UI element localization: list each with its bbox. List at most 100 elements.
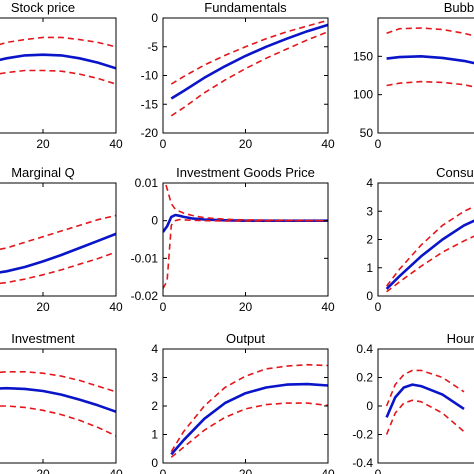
y-tick-label: -5 bbox=[147, 40, 158, 54]
y-tick-label: 100 bbox=[353, 88, 373, 102]
x-tick-label: 20 bbox=[239, 467, 253, 474]
lower-band-line bbox=[386, 80, 474, 88]
x-tick-label: 0 bbox=[160, 137, 167, 151]
series-group bbox=[170, 19, 328, 117]
plot-frame bbox=[162, 182, 329, 297]
median-line bbox=[0, 232, 116, 274]
median-line bbox=[170, 23, 328, 100]
panel-title: Investment bbox=[11, 331, 75, 346]
panel-2: 050 100 150 Bubble bbox=[353, 0, 474, 151]
plot-frame bbox=[377, 17, 474, 134]
y-tick-label: -0.01 bbox=[131, 251, 159, 265]
lower-band-line bbox=[163, 218, 328, 289]
x-tick-label: 40 bbox=[109, 467, 123, 474]
series-group bbox=[386, 27, 474, 88]
y-tick-label: 1 bbox=[151, 428, 158, 442]
lower-band-line bbox=[0, 251, 116, 285]
upper-band-line bbox=[170, 19, 328, 85]
panel-1: 0 20 40 -20 -15 -10 -5 0 Fundamentals bbox=[141, 0, 335, 151]
y-tick-label: 1 bbox=[366, 261, 373, 275]
x-tick-label: 0 bbox=[375, 467, 382, 474]
median-line bbox=[386, 54, 474, 65]
y-tick-label: 0.4 bbox=[356, 342, 373, 356]
upper-band-line bbox=[0, 36, 116, 48]
median-line bbox=[0, 386, 116, 413]
upper-band-line bbox=[385, 205, 474, 287]
y-tick-label: -0.02 bbox=[131, 289, 159, 303]
panel-title: Marginal Q bbox=[11, 165, 75, 180]
panel-0: 20 40 Stock price bbox=[0, 0, 123, 151]
panel-title: Consump bbox=[436, 165, 474, 180]
lower-band-line bbox=[0, 405, 116, 437]
x-tick-label: 40 bbox=[109, 300, 123, 314]
y-tick-label: 0 bbox=[366, 289, 373, 303]
y-tick-label: 0.01 bbox=[135, 176, 159, 190]
y-tick-label: -0.4 bbox=[352, 456, 373, 470]
series-group bbox=[163, 183, 328, 289]
plot-frame bbox=[0, 17, 117, 134]
panel-title: Output bbox=[226, 331, 265, 346]
x-tick-label: 40 bbox=[321, 467, 335, 474]
panel-3: 20 40 Marginal Q bbox=[0, 165, 123, 314]
x-tick-label: 20 bbox=[36, 300, 50, 314]
y-tick-label: 4 bbox=[366, 176, 373, 190]
panel-8: 0-0.4-0.200.20.4Hours bbox=[352, 331, 474, 474]
x-tick-label: 20 bbox=[239, 300, 253, 314]
upper-band-line bbox=[385, 369, 465, 407]
series-group bbox=[385, 369, 465, 435]
y-tick-label: 0.2 bbox=[356, 371, 373, 385]
series-group bbox=[0, 36, 116, 85]
lower-band-line bbox=[170, 402, 328, 458]
plot-frame bbox=[377, 182, 474, 297]
x-tick-label: 20 bbox=[239, 137, 253, 151]
y-tick-label: -15 bbox=[141, 97, 159, 111]
median-line bbox=[385, 383, 465, 418]
y-tick-label: 4 bbox=[151, 342, 158, 356]
y-tick-label: 0 bbox=[366, 399, 373, 413]
median-line bbox=[170, 382, 328, 456]
x-tick-label: 40 bbox=[109, 137, 123, 151]
y-tick-label: 2 bbox=[151, 399, 158, 413]
y-tick-label: 2 bbox=[366, 233, 373, 247]
panel-title: Bubble bbox=[444, 0, 474, 15]
y-tick-label: 3 bbox=[366, 204, 373, 218]
plot-frame bbox=[162, 17, 329, 134]
lower-band-line bbox=[170, 31, 328, 117]
x-tick-label: 0 bbox=[160, 467, 167, 474]
lower-band-line bbox=[386, 235, 474, 293]
plot-frame bbox=[162, 348, 329, 464]
x-tick-label: 0 bbox=[160, 300, 167, 314]
upper-band-line bbox=[170, 363, 328, 453]
median-line bbox=[385, 219, 474, 290]
y-tick-label: -0.2 bbox=[352, 428, 373, 442]
panel-title: Investment Goods Price bbox=[176, 165, 315, 180]
y-tick-label: 50 bbox=[360, 126, 374, 140]
panel-5: 00 1 2 3 4 Consump bbox=[366, 165, 474, 314]
series-group bbox=[385, 205, 474, 293]
panel-4: 0 20 40 -0.02 -0.01 0 0.01 Investment Goods Pri… bbox=[131, 165, 335, 314]
x-tick-label: 0 bbox=[375, 300, 382, 314]
x-tick-label: 40 bbox=[321, 137, 335, 151]
median-line bbox=[0, 53, 116, 70]
y-tick-label: 150 bbox=[353, 49, 373, 63]
upper-band-line bbox=[164, 183, 328, 222]
y-tick-label: -20 bbox=[141, 126, 159, 140]
x-tick-label: 20 bbox=[36, 467, 50, 474]
median-line bbox=[163, 213, 328, 233]
x-tick-label: 0 bbox=[375, 137, 382, 151]
x-tick-label: 20 bbox=[36, 137, 50, 151]
panel-6: 20 40 Investment bbox=[0, 331, 123, 474]
y-tick-label: 0 bbox=[151, 11, 158, 25]
series-group bbox=[0, 214, 116, 285]
lower-band-line bbox=[385, 399, 465, 435]
y-tick-label: 3 bbox=[151, 371, 158, 385]
upper-band-line bbox=[386, 27, 474, 37]
y-tick-label: 0 bbox=[151, 214, 158, 228]
series-group bbox=[170, 363, 328, 458]
upper-band-line bbox=[0, 214, 116, 251]
panel-title: Stock price bbox=[11, 0, 75, 15]
y-tick-label: 0 bbox=[151, 456, 158, 470]
panel-7: 0 20 40 0 1 2 3 4 Output bbox=[151, 331, 335, 474]
y-tick-label: -10 bbox=[141, 69, 159, 83]
